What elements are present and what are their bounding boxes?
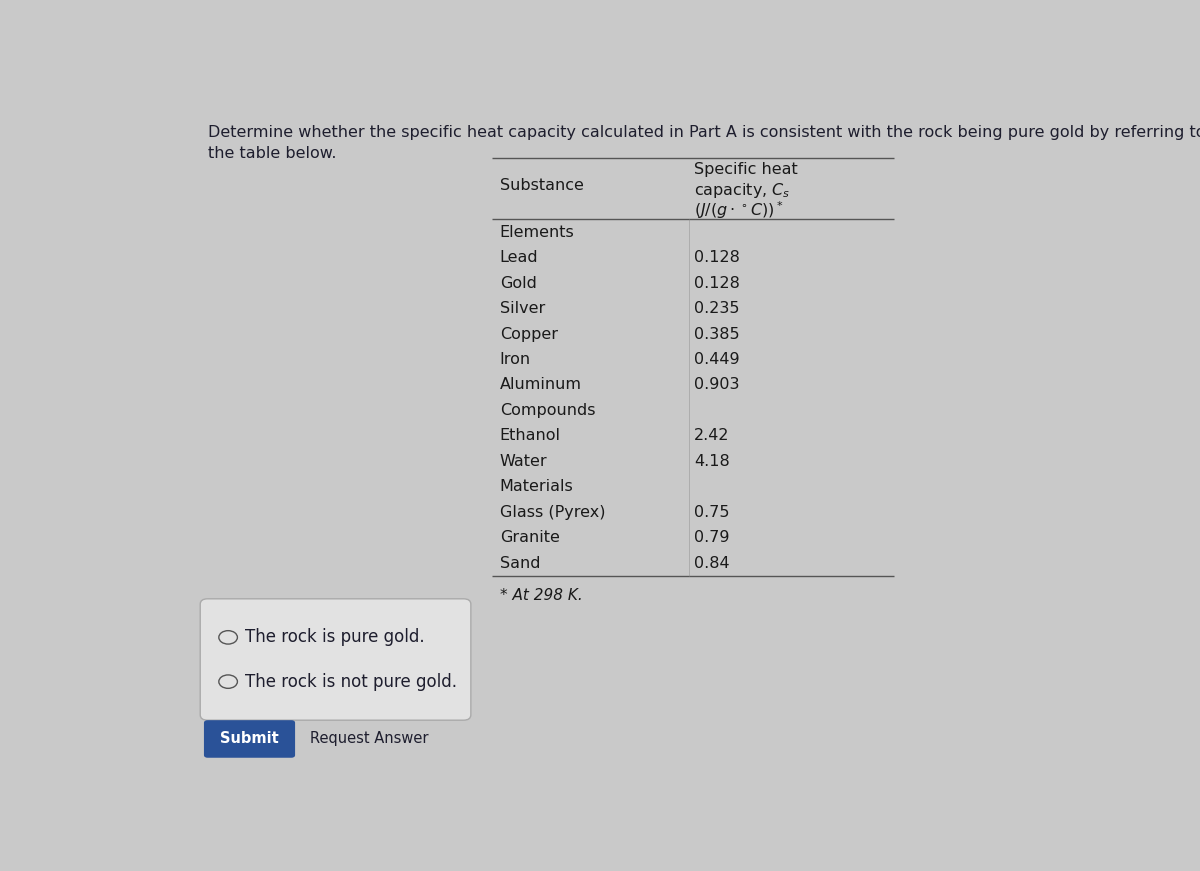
- Text: 0.128: 0.128: [694, 275, 740, 291]
- Text: Submit: Submit: [220, 732, 278, 746]
- Text: Ethanol: Ethanol: [499, 429, 560, 443]
- Text: 0.79: 0.79: [694, 530, 730, 545]
- Text: The rock is not pure gold.: The rock is not pure gold.: [245, 672, 457, 691]
- Text: Specific heat: Specific heat: [694, 161, 798, 177]
- Text: Iron: Iron: [499, 352, 530, 367]
- Text: Request Answer: Request Answer: [310, 732, 428, 746]
- Text: capacity, $C_s$: capacity, $C_s$: [694, 180, 791, 199]
- Text: 0.449: 0.449: [694, 352, 739, 367]
- Text: Elements: Elements: [499, 225, 575, 240]
- Text: Substance: Substance: [499, 178, 583, 192]
- Circle shape: [218, 675, 238, 688]
- Text: 0.84: 0.84: [694, 556, 730, 571]
- Text: 0.235: 0.235: [694, 301, 739, 316]
- Text: 0.75: 0.75: [694, 505, 730, 520]
- Text: Granite: Granite: [499, 530, 559, 545]
- Text: Sand: Sand: [499, 556, 540, 571]
- Circle shape: [218, 631, 238, 644]
- Text: Compounds: Compounds: [499, 403, 595, 418]
- Text: The rock is pure gold.: The rock is pure gold.: [245, 628, 425, 646]
- Text: Determine whether the specific heat capacity calculated in Part A is consistent : Determine whether the specific heat capa…: [208, 125, 1200, 161]
- Text: * At 298 K.: * At 298 K.: [499, 588, 582, 604]
- Text: 4.18: 4.18: [694, 454, 730, 469]
- FancyBboxPatch shape: [200, 598, 470, 720]
- Text: 0.903: 0.903: [694, 377, 739, 393]
- Text: Silver: Silver: [499, 301, 545, 316]
- Text: Gold: Gold: [499, 275, 536, 291]
- Text: Glass (Pyrex): Glass (Pyrex): [499, 505, 605, 520]
- Text: 0.385: 0.385: [694, 327, 739, 341]
- Text: Water: Water: [499, 454, 547, 469]
- Text: 2.42: 2.42: [694, 429, 730, 443]
- Text: Materials: Materials: [499, 479, 574, 495]
- FancyBboxPatch shape: [204, 720, 295, 758]
- Text: Lead: Lead: [499, 250, 539, 265]
- Text: Aluminum: Aluminum: [499, 377, 582, 393]
- Text: 0.128: 0.128: [694, 250, 740, 265]
- Text: Copper: Copper: [499, 327, 558, 341]
- Text: $(J/(g \cdot {^\circ}C))^*$: $(J/(g \cdot {^\circ}C))^*$: [694, 199, 784, 221]
